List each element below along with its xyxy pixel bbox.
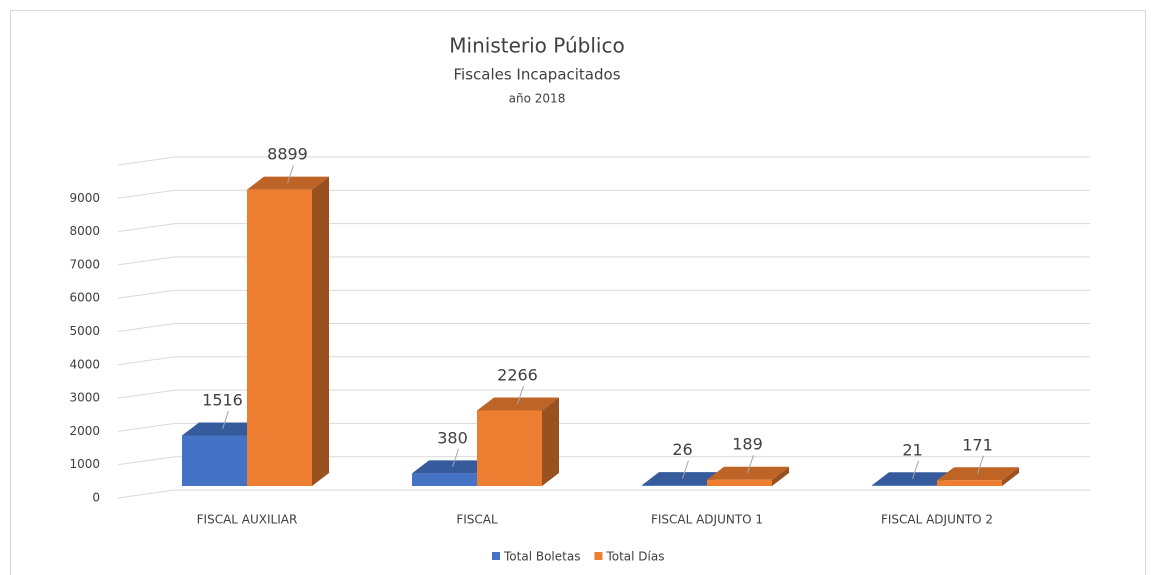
y-tick-label: 9000: [69, 191, 100, 205]
bar-side: [312, 176, 329, 486]
bar-front: [642, 485, 707, 486]
bar-side: [1002, 467, 1019, 486]
data-label: 380: [437, 428, 468, 447]
legend-swatch: [492, 552, 500, 560]
grid-line: [117, 156, 176, 166]
bar-front: [937, 480, 1002, 486]
x-tick-label: FISCAL AUXILIAR: [197, 513, 298, 527]
y-tick-label: 8000: [69, 224, 100, 238]
legend-label: Total Boletas: [503, 550, 580, 564]
y-tick-label: 6000: [69, 291, 100, 305]
legend-label: Total Días: [605, 550, 664, 564]
y-tick-label: 1000: [69, 457, 100, 471]
grid-line: [117, 189, 176, 199]
grid-line: [117, 456, 176, 466]
y-tick-label: 7000: [69, 257, 100, 271]
x-tick-label: FISCAL ADJUNTO 1: [651, 513, 763, 527]
chart-period: año 2018: [509, 92, 566, 106]
data-label: 26: [672, 440, 692, 459]
bar: [707, 466, 789, 486]
grid-line: [117, 223, 176, 233]
bar-side: [772, 466, 789, 486]
legend-swatch: [594, 552, 603, 560]
grid-line: [117, 256, 176, 266]
leader-line: [452, 448, 459, 468]
grid-line: [117, 323, 176, 332]
data-label: 8899: [267, 145, 308, 164]
leader-line: [747, 455, 754, 474]
leader-line: [977, 455, 984, 474]
chart-subtitle: Fiscales Incapacitados: [453, 66, 620, 84]
chart-border: [10, 10, 1146, 575]
grid-line: [117, 356, 176, 366]
chart-title: Ministerio Público: [449, 34, 624, 58]
bar-side: [542, 397, 559, 486]
leader-line: [222, 410, 229, 430]
bar: [937, 467, 1019, 486]
data-label: 171: [962, 435, 993, 454]
x-tick-label: FISCAL: [456, 513, 498, 527]
data-label: 21: [902, 440, 922, 459]
leader-line: [682, 460, 689, 479]
bar-front: [707, 479, 772, 486]
data-label: 189: [732, 435, 763, 454]
bar-front: [477, 410, 542, 486]
bar-front: [247, 189, 312, 486]
y-tick-label: 0: [92, 491, 100, 505]
data-label: 2266: [497, 366, 538, 385]
grid-line: [117, 422, 176, 432]
bar-front: [182, 435, 247, 486]
y-tick-label: 4000: [69, 357, 100, 371]
grid-line: [117, 489, 176, 499]
x-tick-label: FISCAL ADJUNTO 2: [881, 513, 993, 527]
bar: [477, 397, 559, 486]
leader-line: [287, 165, 294, 184]
y-tick-label: 5000: [69, 324, 100, 338]
bar-front: [412, 473, 477, 486]
leader-line: [912, 460, 919, 479]
bar-front: [872, 485, 937, 486]
leader-line: [517, 385, 524, 405]
y-tick-label: 3000: [69, 391, 100, 405]
bar: [247, 176, 329, 486]
grid-line: [117, 389, 176, 399]
data-label: 1516: [202, 391, 243, 410]
y-tick-label: 2000: [69, 424, 100, 438]
grid-line: [117, 289, 176, 299]
